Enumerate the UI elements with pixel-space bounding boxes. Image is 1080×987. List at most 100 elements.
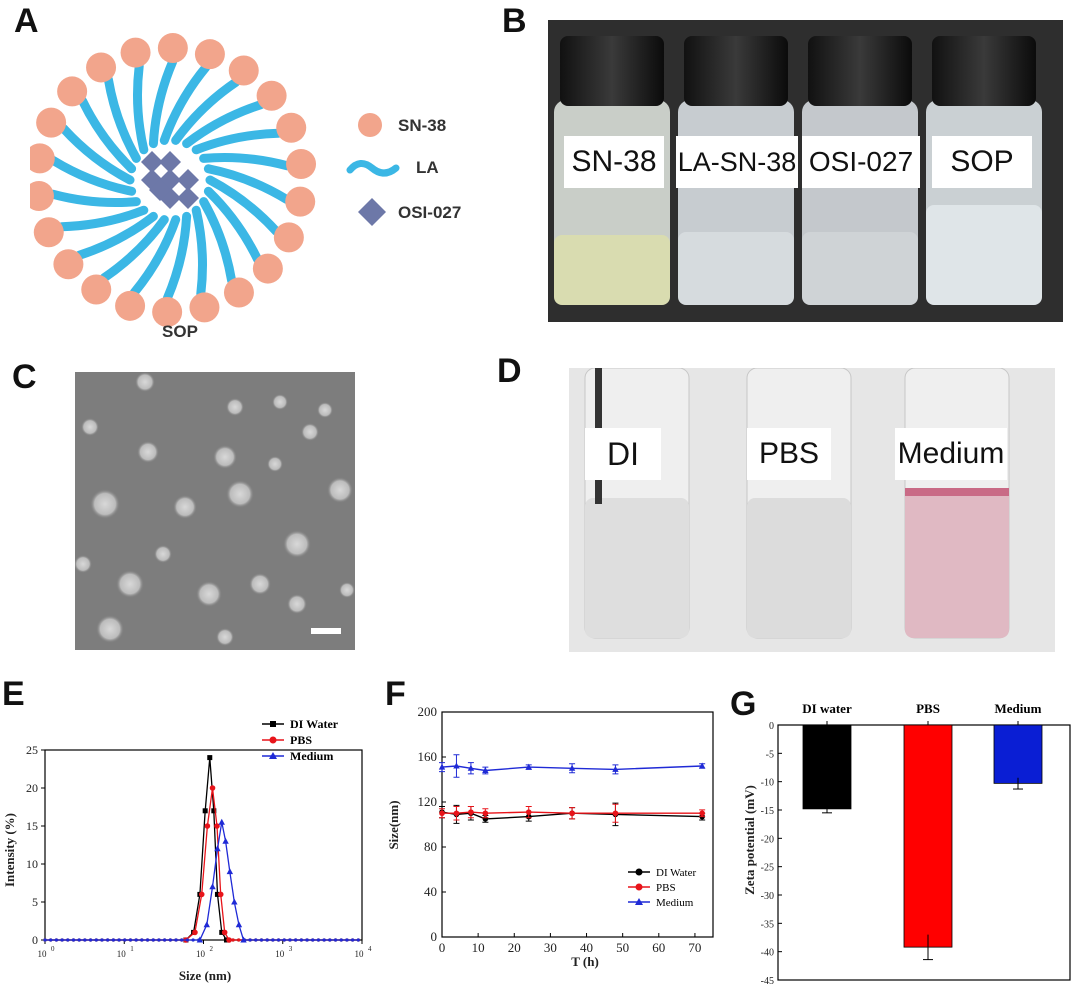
chart-e-data-point xyxy=(226,868,234,875)
chart-f-data-point xyxy=(698,762,706,769)
chart-f-data-point xyxy=(525,809,532,815)
chart-e-legend-label: Medium xyxy=(290,749,333,763)
chart-g-ytick-label: -20 xyxy=(761,834,774,845)
chart-g-ytick-label: -30 xyxy=(761,891,774,902)
vial-label-sn38: SN-38 xyxy=(564,136,664,188)
vial-label-sop: SOP xyxy=(932,136,1032,188)
panel-letter-c: C xyxy=(12,358,37,396)
chart-g-ytick-label: -45 xyxy=(761,976,774,987)
chart-f-xtick-label: 10 xyxy=(472,940,485,955)
chart-e-series-line-0 xyxy=(45,757,359,941)
chart-e-xtick-label: 10 xyxy=(355,949,365,959)
chart-f-xtick-label: 0 xyxy=(439,940,446,955)
sn38-unit xyxy=(86,52,117,83)
chart-e-data-point xyxy=(217,891,224,898)
sn38-circle-icon xyxy=(358,113,382,137)
chart-e-baseline-point xyxy=(356,938,360,942)
chart-e-data-point xyxy=(209,785,216,791)
chart-e-legend-label: PBS xyxy=(290,733,312,747)
chart-g-category-label: PBS xyxy=(916,701,940,716)
chart-e-data-point xyxy=(204,823,211,829)
chart-f-size-stability: 0 40 80 120 160 200 0 10 20 30 40 50 60 70 T (h) Size… xyxy=(386,704,714,969)
chart-f-data-point xyxy=(525,763,532,770)
chart-f-data-point xyxy=(453,810,460,817)
chart-e-baseline-point xyxy=(282,938,286,942)
sop-particle xyxy=(30,33,317,327)
chart-f-ytick-label: 160 xyxy=(418,749,438,764)
chart-e-baseline-point xyxy=(134,938,138,942)
sn38-unit xyxy=(223,277,254,308)
chart-f-legend: DI Water PBS Medium xyxy=(628,867,696,909)
vial-pbs xyxy=(746,367,852,639)
chart-e-baseline-point xyxy=(94,938,98,942)
chart-e-xtick-label: 10 xyxy=(38,949,48,959)
sn38-unit xyxy=(194,39,225,70)
chart-e-data-point xyxy=(207,755,213,761)
chart-e-baseline-point xyxy=(265,938,269,942)
chart-e-baseline-point xyxy=(77,938,81,942)
chart-e-baseline-point xyxy=(248,938,252,942)
chart-e-baseline-point xyxy=(288,938,292,942)
chart-g-category-label: DI water xyxy=(802,701,852,716)
chart-f-ylabel: Size(nm) xyxy=(386,800,401,849)
chart-e-baseline-point xyxy=(174,938,178,942)
vial-label-medium: Medium xyxy=(895,428,1007,480)
chart-e-xtick-label: 10 xyxy=(117,949,127,959)
chart-e-data-point xyxy=(209,883,216,890)
chart-e-ytick-label: 10 xyxy=(26,857,38,871)
la-chain xyxy=(199,153,292,171)
chart-e-baseline-point xyxy=(88,938,93,942)
chart-f-ytick-label: 80 xyxy=(424,839,437,854)
la-chain xyxy=(162,211,192,303)
chart-f-data-point xyxy=(699,810,705,817)
chart-f-data-point xyxy=(467,764,475,771)
chart-g-ylabel: Zeta potential (mV) xyxy=(742,785,757,895)
chart-f-data-point xyxy=(482,767,489,773)
chart-e-baseline-point xyxy=(259,938,264,942)
chart-e-legend-label: DI Water xyxy=(290,717,339,731)
chart-e-legend-item-medium: Medium xyxy=(262,749,333,763)
chart-f-xtick-label: 40 xyxy=(580,940,593,955)
chart-e-baseline-point xyxy=(140,938,144,942)
chart-g-bar xyxy=(802,724,852,810)
panel-letter-g: G xyxy=(730,685,757,723)
chart-e-xtick-label: 10 xyxy=(275,949,285,959)
chart-e-baseline-point xyxy=(339,938,343,942)
sn38-unit xyxy=(57,76,88,107)
chart-e-series-line-2 xyxy=(45,822,359,941)
chart-e-ytick-label: 5 xyxy=(32,895,38,909)
la-chain xyxy=(203,186,262,264)
chart-f-data-point xyxy=(468,809,474,815)
sn38-unit xyxy=(33,217,64,248)
chart-e-data-point xyxy=(198,891,205,898)
legend-label-sn38: SN-38 xyxy=(398,116,446,135)
chart-f-ytick-label: 120 xyxy=(418,794,438,809)
chart-f-data-point xyxy=(569,810,575,817)
la-wave-icon xyxy=(346,160,400,177)
chart-e-legend: DI Water PBS Medium xyxy=(262,717,339,763)
la-chain xyxy=(103,74,141,163)
panel-letter-e: E xyxy=(2,675,25,713)
la-chain xyxy=(129,215,181,297)
chart-f-data-point xyxy=(612,765,619,772)
chart-f-legend-label: DI Water xyxy=(656,867,696,879)
chart-e-data-point xyxy=(211,808,217,814)
chart-e-baseline-point xyxy=(276,938,281,942)
chart-e-xtick-exponent: 3 xyxy=(289,945,293,953)
chart-e-data-point xyxy=(219,929,225,935)
chart-e-data-point xyxy=(240,936,247,943)
panel-letter-f: F xyxy=(385,675,406,713)
vial-di xyxy=(584,364,690,639)
chart-f-data-point xyxy=(612,810,619,817)
chart-f-legend-item-medium: Medium xyxy=(628,897,694,909)
chart-e-baseline-point xyxy=(83,938,87,942)
tem-particles xyxy=(75,372,355,646)
la-chain xyxy=(74,211,158,260)
la-chain xyxy=(57,205,149,232)
chart-f-legend-label: Medium xyxy=(656,897,694,909)
chart-e-baseline-point xyxy=(66,938,70,942)
chart-f-legend-item-di-water: DI Water xyxy=(628,867,696,879)
chart-e-baseline-point xyxy=(117,938,121,942)
chart-e-legend-item-di-water: DI Water xyxy=(262,717,339,731)
chart-f-ytick-label: 0 xyxy=(431,929,438,944)
